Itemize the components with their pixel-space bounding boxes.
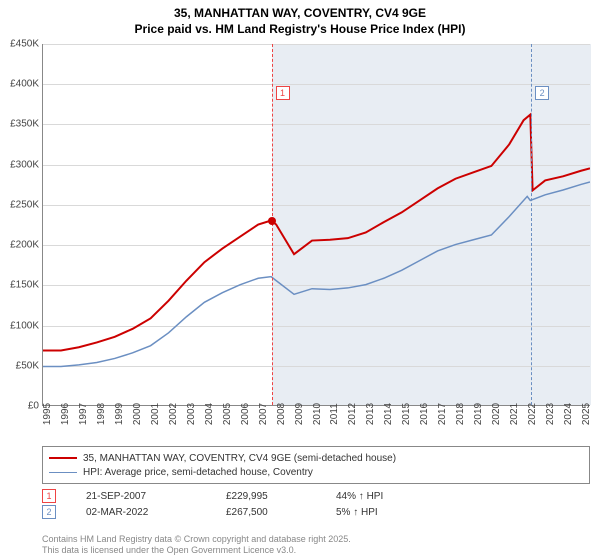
y-tick-label: £150K [1,280,39,291]
line-series [43,44,590,405]
series-hpi [43,182,590,366]
sale-row: 1 21-SEP-2007 £229,995 44% ↑ HPI [42,488,590,504]
sale-dot [268,217,276,225]
legend-swatch [49,457,77,459]
legend-item: 35, MANHATTAN WAY, COVENTRY, CV4 9GE (se… [49,451,583,465]
sales-table: 1 21-SEP-2007 £229,995 44% ↑ HPI 2 02-MAR-202… [42,488,590,520]
footer-line2: This data is licensed under the Open Gov… [42,545,351,556]
y-tick-label: £350K [1,119,39,130]
title-block: 35, MANHATTAN WAY, COVENTRY, CV4 9GE Pri… [0,0,600,41]
sale-marker: 1 [42,489,56,503]
x-tick-label: 2025 [581,403,600,425]
legend-label: HPI: Average price, semi-detached house,… [83,467,313,478]
plot-region: £0£50K£100K£150K£200K£250K£300K£350K£400… [42,44,590,406]
chart-container: 35, MANHATTAN WAY, COVENTRY, CV4 9GE Pri… [0,0,600,560]
x-axis-labels: 1995199619971998199920002001200220032004… [42,410,590,444]
y-tick-label: £300K [1,159,39,170]
legend-swatch [49,472,77,473]
sale-marker: 2 [42,505,56,519]
y-tick-label: £400K [1,79,39,90]
footer-line1: Contains HM Land Registry data © Crown c… [42,534,351,545]
sale-price: £267,500 [226,507,306,518]
y-tick-label: £0 [1,401,39,412]
y-tick-label: £50K [1,360,39,371]
chart-area: £0£50K£100K£150K£200K£250K£300K£350K£400… [42,44,590,406]
y-tick-label: £200K [1,240,39,251]
sale-pct: 5% ↑ HPI [336,507,416,518]
footer-attribution: Contains HM Land Registry data © Crown c… [42,534,351,556]
sale-date: 21-SEP-2007 [86,491,196,502]
sale-date: 02-MAR-2022 [86,507,196,518]
annotation-line-2 [531,44,532,405]
y-tick-label: £250K [1,199,39,210]
y-tick-label: £450K [1,39,39,50]
sale-row: 2 02-MAR-2022 £267,500 5% ↑ HPI [42,504,590,520]
legend-box: 35, MANHATTAN WAY, COVENTRY, CV4 9GE (se… [42,446,590,484]
title-line2: Price paid vs. HM Land Registry's House … [0,22,600,38]
sale-price: £229,995 [226,491,306,502]
legend-label: 35, MANHATTAN WAY, COVENTRY, CV4 9GE (se… [83,453,396,464]
y-tick-label: £100K [1,320,39,331]
annotation-marker-1: 1 [276,86,290,100]
sale-pct: 44% ↑ HPI [336,491,416,502]
annotation-marker-2: 2 [535,86,549,100]
series-property [43,115,590,351]
title-line1: 35, MANHATTAN WAY, COVENTRY, CV4 9GE [0,6,600,22]
legend-item: HPI: Average price, semi-detached house,… [49,465,583,479]
